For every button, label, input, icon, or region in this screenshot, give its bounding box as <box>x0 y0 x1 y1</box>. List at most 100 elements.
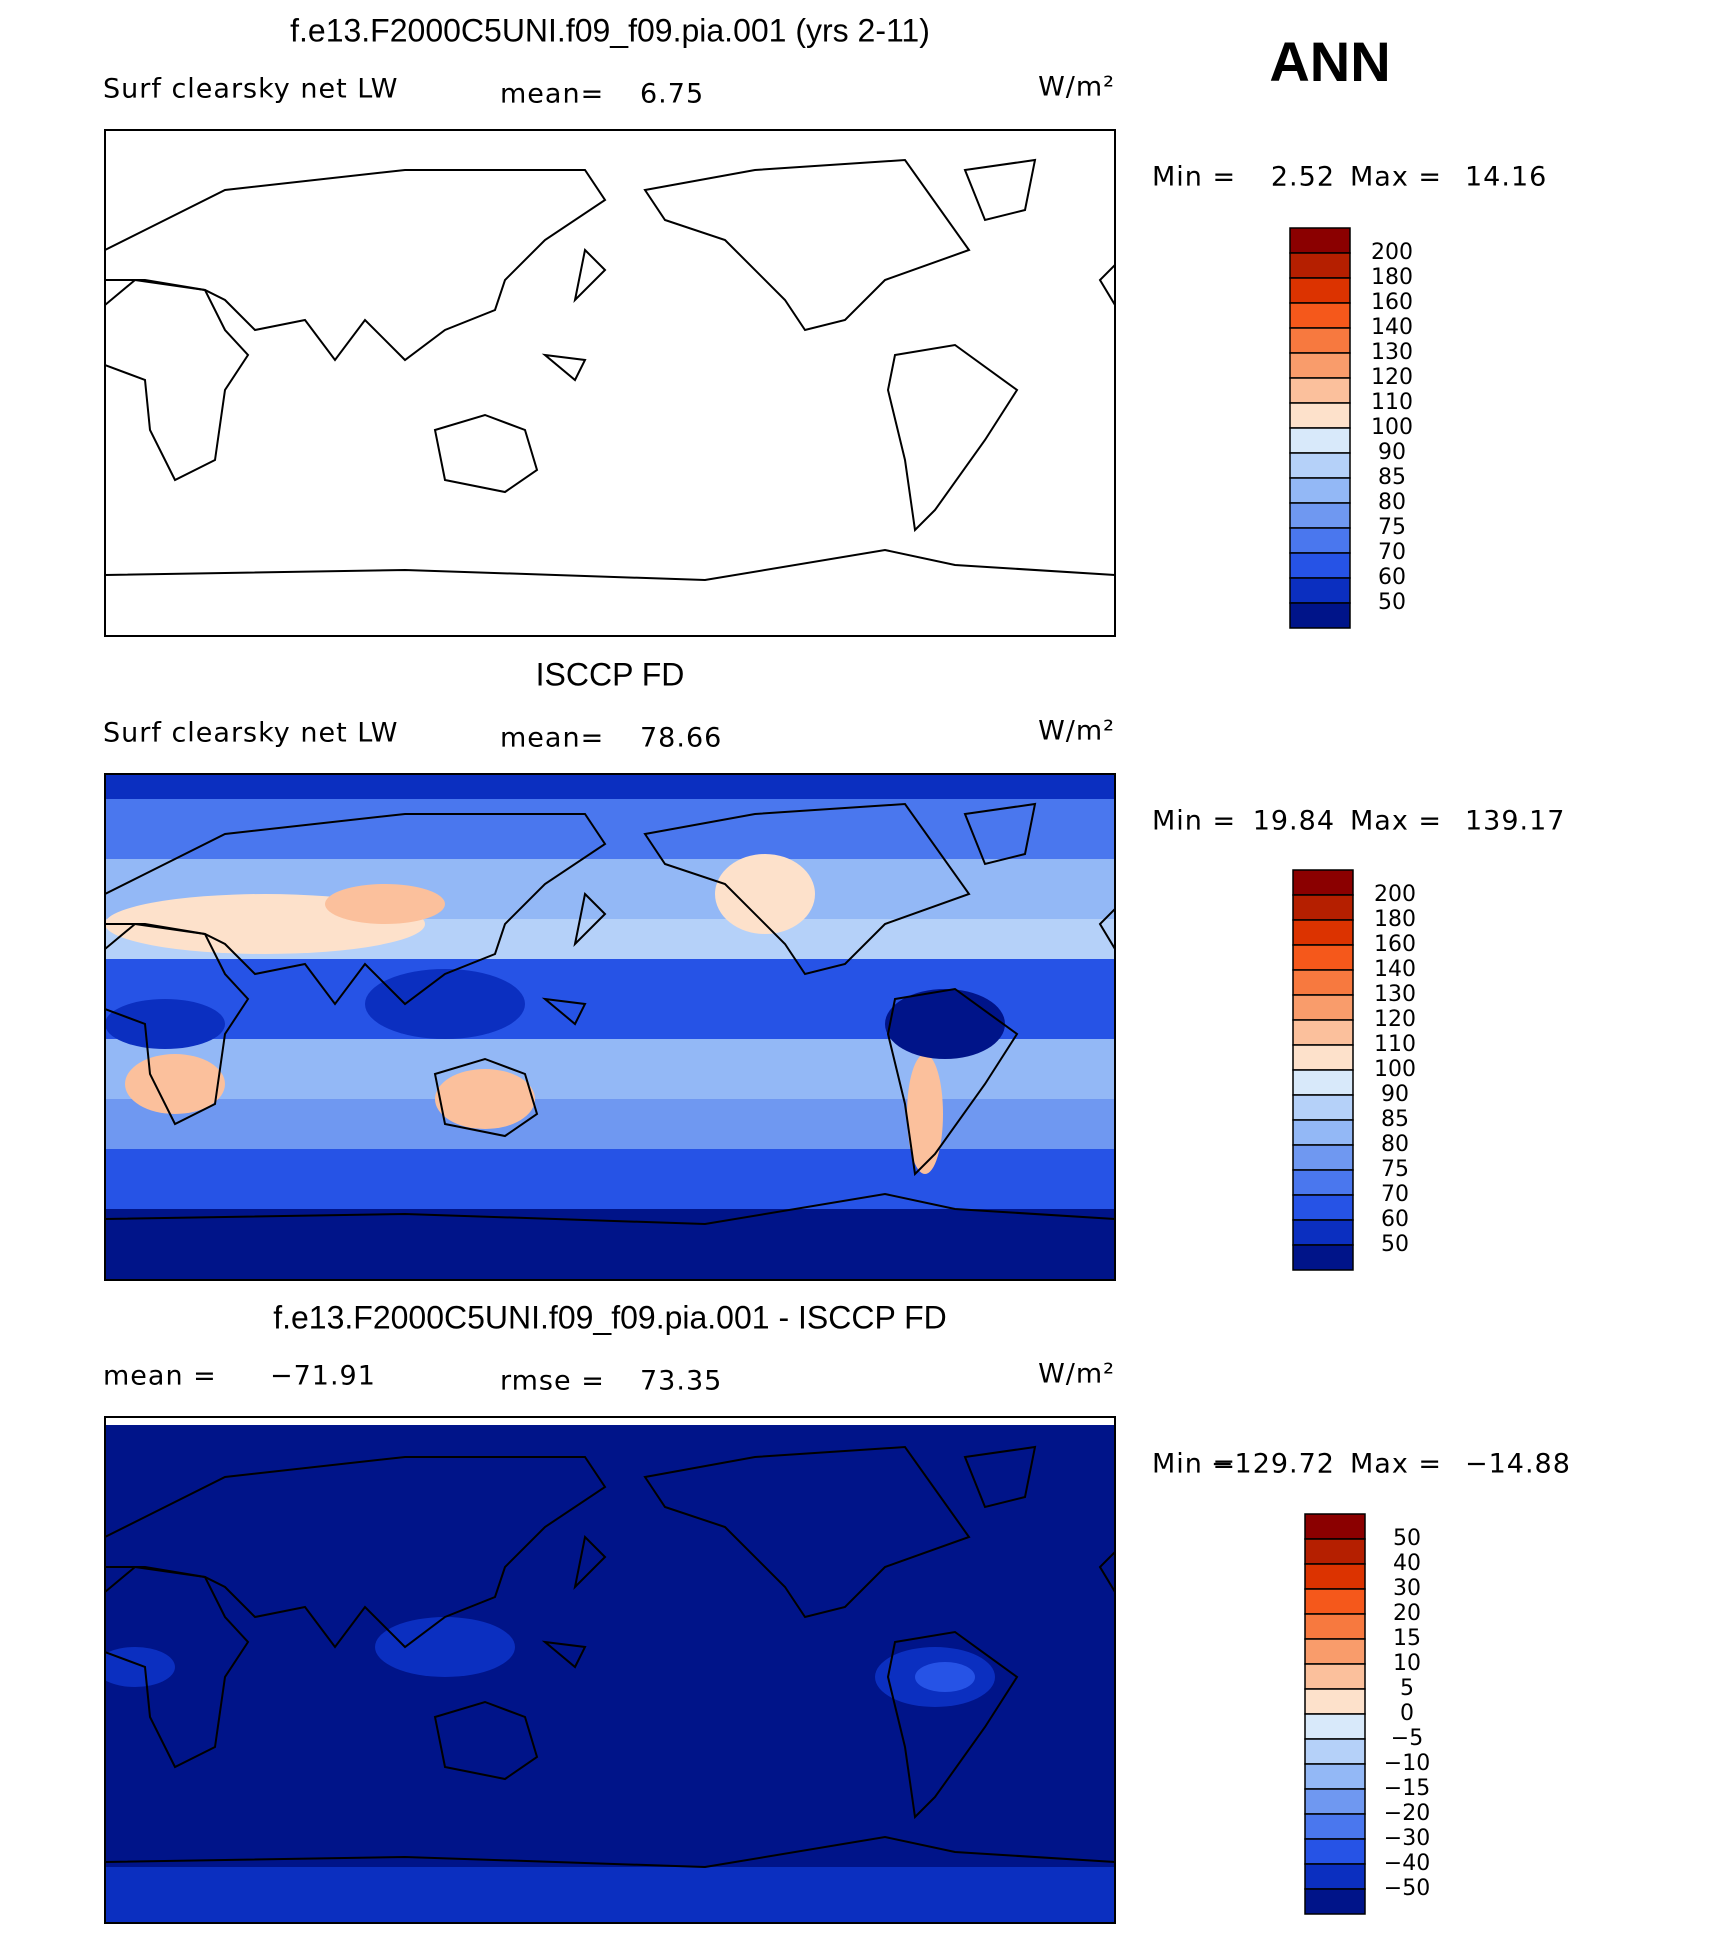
colorbar-label: 110 <box>1374 1032 1416 1057</box>
colorbar-label: 85 <box>1378 465 1406 490</box>
stat-value: 6.75 <box>640 79 704 110</box>
colorbar-box <box>1289 502 1351 529</box>
colorbar-box <box>1304 1688 1366 1715</box>
colorbar-box <box>1289 527 1351 554</box>
colorbar-box <box>1292 1144 1354 1171</box>
colorbar-box <box>1289 477 1351 504</box>
max-value: 14.16 <box>1465 162 1547 193</box>
colorbar-label: 50 <box>1393 1526 1421 1551</box>
colorbar-box <box>1289 352 1351 379</box>
colorbar-label: −30 <box>1384 1826 1430 1851</box>
colorbar-box <box>1292 1219 1354 1246</box>
colorbar-label: 60 <box>1381 1207 1409 1232</box>
colorbar-label: 50 <box>1381 1232 1409 1257</box>
colorbar-label: 110 <box>1371 390 1413 415</box>
colorbar-box <box>1289 452 1351 479</box>
colorbar-label: 50 <box>1378 590 1406 615</box>
field-label: Surf clearsky net LW <box>103 718 399 749</box>
map-2 <box>104 773 1116 1281</box>
map-3 <box>104 1416 1116 1924</box>
colorbar-label: −5 <box>1391 1726 1423 1751</box>
colorbar-label: 130 <box>1371 340 1413 365</box>
colorbar-box <box>1292 1069 1354 1096</box>
colorbar-box <box>1289 277 1351 304</box>
colorbar-label: 80 <box>1378 490 1406 515</box>
colorbar-label: −20 <box>1384 1801 1430 1826</box>
colorbar-label: 120 <box>1374 1007 1416 1032</box>
field-label: mean = <box>103 1361 217 1392</box>
colorbar-label: 85 <box>1381 1107 1409 1132</box>
colorbar-box <box>1304 1563 1366 1590</box>
colorbar-box <box>1304 1838 1366 1865</box>
min-label: Min = <box>1152 1449 1236 1480</box>
field-value: −71.91 <box>270 1361 376 1392</box>
panel-title: f.e13.F2000C5UNI.f09_f09.pia.001 - ISCCP… <box>273 1299 947 1335</box>
colorbar-box <box>1289 602 1351 629</box>
min-label: Min = <box>1152 162 1236 193</box>
colorbar-label: 160 <box>1374 932 1416 957</box>
colorbar-label: 100 <box>1374 1057 1416 1082</box>
colorbar-box <box>1304 1663 1366 1690</box>
colorbar-box <box>1292 894 1354 921</box>
colorbar-box <box>1304 1713 1366 1740</box>
min-value: −129.72 <box>1211 1449 1335 1480</box>
colorbar-box <box>1292 1169 1354 1196</box>
panel-title: ISCCP FD <box>536 656 685 692</box>
colorbar-box <box>1304 1613 1366 1640</box>
max-label: Max = <box>1350 1449 1442 1480</box>
colorbar-box <box>1289 377 1351 404</box>
colorbar-label: 70 <box>1378 540 1406 565</box>
colorbar-box <box>1292 944 1354 971</box>
units: W/m² <box>1038 1359 1115 1390</box>
colorbar-label: 140 <box>1374 957 1416 982</box>
colorbar-box <box>1289 227 1351 254</box>
map-1 <box>104 129 1116 637</box>
colorbar-box <box>1304 1788 1366 1815</box>
colorbar-label: 100 <box>1371 415 1413 440</box>
colorbar-label: 60 <box>1378 565 1406 590</box>
colorbar-label: 10 <box>1393 1651 1421 1676</box>
colorbar-box <box>1304 1738 1366 1765</box>
colorbar-box <box>1289 402 1351 429</box>
colorbar-box <box>1292 1194 1354 1221</box>
colorbar-box <box>1304 1538 1366 1565</box>
colorbar-label: 0 <box>1400 1701 1414 1726</box>
colorbar-label: 90 <box>1381 1082 1409 1107</box>
colorbar-box <box>1292 1244 1354 1271</box>
min-value: 2.52 <box>1271 162 1335 193</box>
colorbar-box <box>1292 1044 1354 1071</box>
stat-label: rmse = <box>500 1366 605 1397</box>
colorbar-box <box>1292 869 1354 896</box>
season-label: ANN <box>1269 30 1390 93</box>
colorbar-label: −15 <box>1384 1776 1430 1801</box>
colorbar-box <box>1292 1094 1354 1121</box>
colorbar-label: 15 <box>1393 1626 1421 1651</box>
colorbar-box <box>1289 552 1351 579</box>
colorbar-label: 20 <box>1393 1601 1421 1626</box>
colorbar-label: 180 <box>1374 907 1416 932</box>
max-value: −14.88 <box>1465 1449 1571 1480</box>
colorbar-box <box>1304 1513 1366 1540</box>
colorbar-label: 40 <box>1393 1551 1421 1576</box>
stat-value: 78.66 <box>640 723 722 754</box>
stat-label: mean= <box>500 723 604 754</box>
colorbar-label: −40 <box>1384 1851 1430 1876</box>
units: W/m² <box>1038 716 1115 747</box>
colorbar-box <box>1289 302 1351 329</box>
colorbar-label: 120 <box>1371 365 1413 390</box>
panel-title: f.e13.F2000C5UNI.f09_f09.pia.001 (yrs 2-… <box>290 12 930 48</box>
colorbar-label: 90 <box>1378 440 1406 465</box>
colorbar-box <box>1289 577 1351 604</box>
colorbar-box <box>1304 1763 1366 1790</box>
colorbar-label: 180 <box>1371 265 1413 290</box>
colorbar-box <box>1304 1863 1366 1890</box>
colorbar-label: 70 <box>1381 1182 1409 1207</box>
units: W/m² <box>1038 72 1115 103</box>
colorbar-box <box>1292 919 1354 946</box>
max-value: 139.17 <box>1465 806 1565 837</box>
max-label: Max = <box>1350 162 1442 193</box>
colorbar-label: −50 <box>1384 1876 1430 1901</box>
colorbar-box <box>1292 1119 1354 1146</box>
colorbar-label: 200 <box>1371 240 1413 265</box>
